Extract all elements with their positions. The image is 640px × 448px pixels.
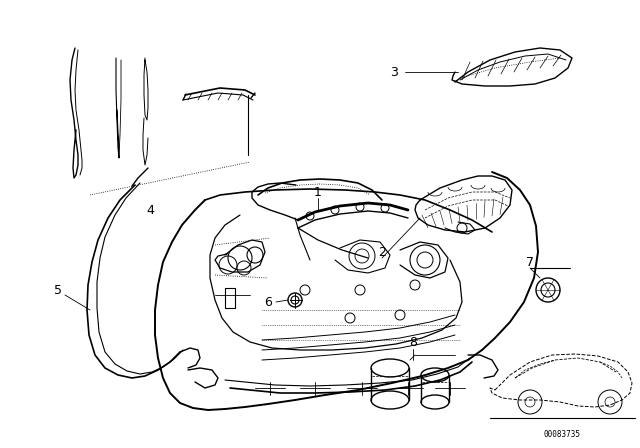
Text: 00083735: 00083735 bbox=[543, 430, 580, 439]
Text: 4: 4 bbox=[146, 203, 154, 216]
Text: 7: 7 bbox=[526, 255, 534, 268]
Text: 2: 2 bbox=[378, 246, 386, 258]
Text: 3: 3 bbox=[390, 65, 398, 78]
Text: 5: 5 bbox=[54, 284, 62, 297]
Text: 1: 1 bbox=[314, 185, 322, 198]
Text: 6: 6 bbox=[264, 296, 272, 309]
Text: 8: 8 bbox=[409, 336, 417, 349]
